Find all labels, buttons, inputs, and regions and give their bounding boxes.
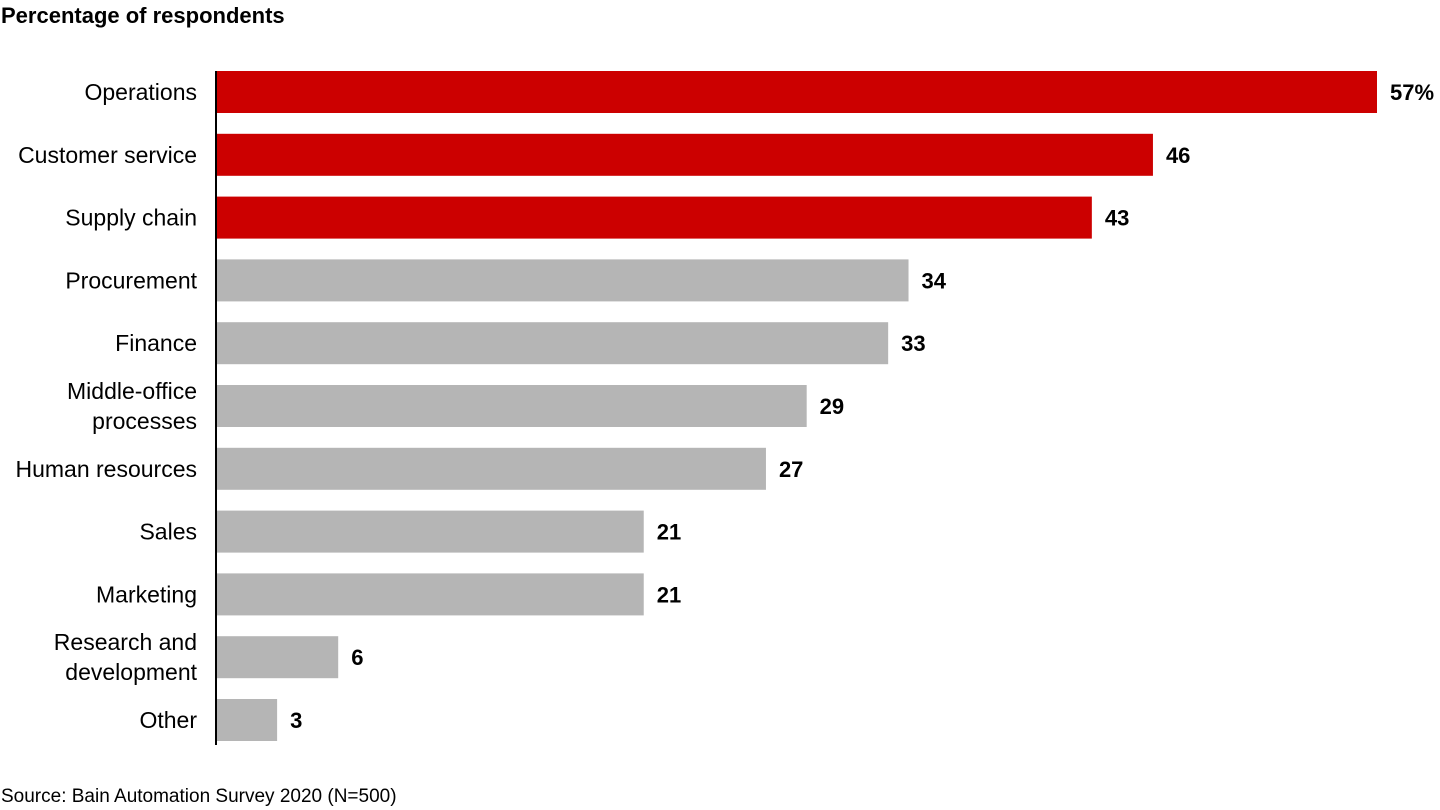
category-label-4: Finance [115, 330, 197, 356]
bar-1 [216, 133, 1153, 176]
category-label-6: Human resources [15, 456, 197, 482]
value-label-0: 57% [1390, 80, 1434, 105]
value-label-8: 21 [657, 582, 681, 607]
value-label-2: 43 [1105, 206, 1129, 231]
bar-3 [216, 259, 909, 302]
category-label-10: Other [139, 707, 197, 733]
value-label-4: 33 [901, 331, 925, 356]
value-label-6: 27 [779, 457, 803, 482]
category-label-7: Sales [139, 519, 197, 545]
bar-6 [216, 447, 766, 490]
value-label-9: 6 [351, 645, 363, 670]
bar-10 [216, 699, 278, 741]
bar-4 [216, 322, 889, 365]
value-label-1: 46 [1166, 143, 1190, 168]
bar-5 [216, 385, 807, 427]
value-label-5: 29 [820, 394, 844, 419]
value-label-7: 21 [657, 520, 681, 545]
bar-9 [216, 636, 339, 679]
bar-0 [216, 71, 1377, 113]
bar-chart: 57% Operations 46 Customer service 43 Supply … [15, 71, 1434, 745]
category-label-9: Research and development [54, 629, 198, 685]
bar-8 [216, 573, 644, 616]
category-label-3: Procurement [65, 267, 197, 293]
bar-2 [216, 196, 1092, 239]
chart-title: Percentage of respondents [1, 3, 285, 28]
category-label-5: Middle-office processes [67, 378, 197, 434]
category-label-8: Marketing [96, 581, 197, 607]
value-label-10: 3 [290, 708, 302, 733]
value-label-3: 34 [922, 268, 947, 293]
category-label-1: Customer service [18, 142, 197, 168]
chart-source: Source: Bain Automation Survey 2020 (N=5… [1, 786, 397, 807]
bar-7 [216, 510, 644, 553]
category-label-0: Operations [84, 79, 197, 105]
category-label-2: Supply chain [65, 205, 197, 231]
